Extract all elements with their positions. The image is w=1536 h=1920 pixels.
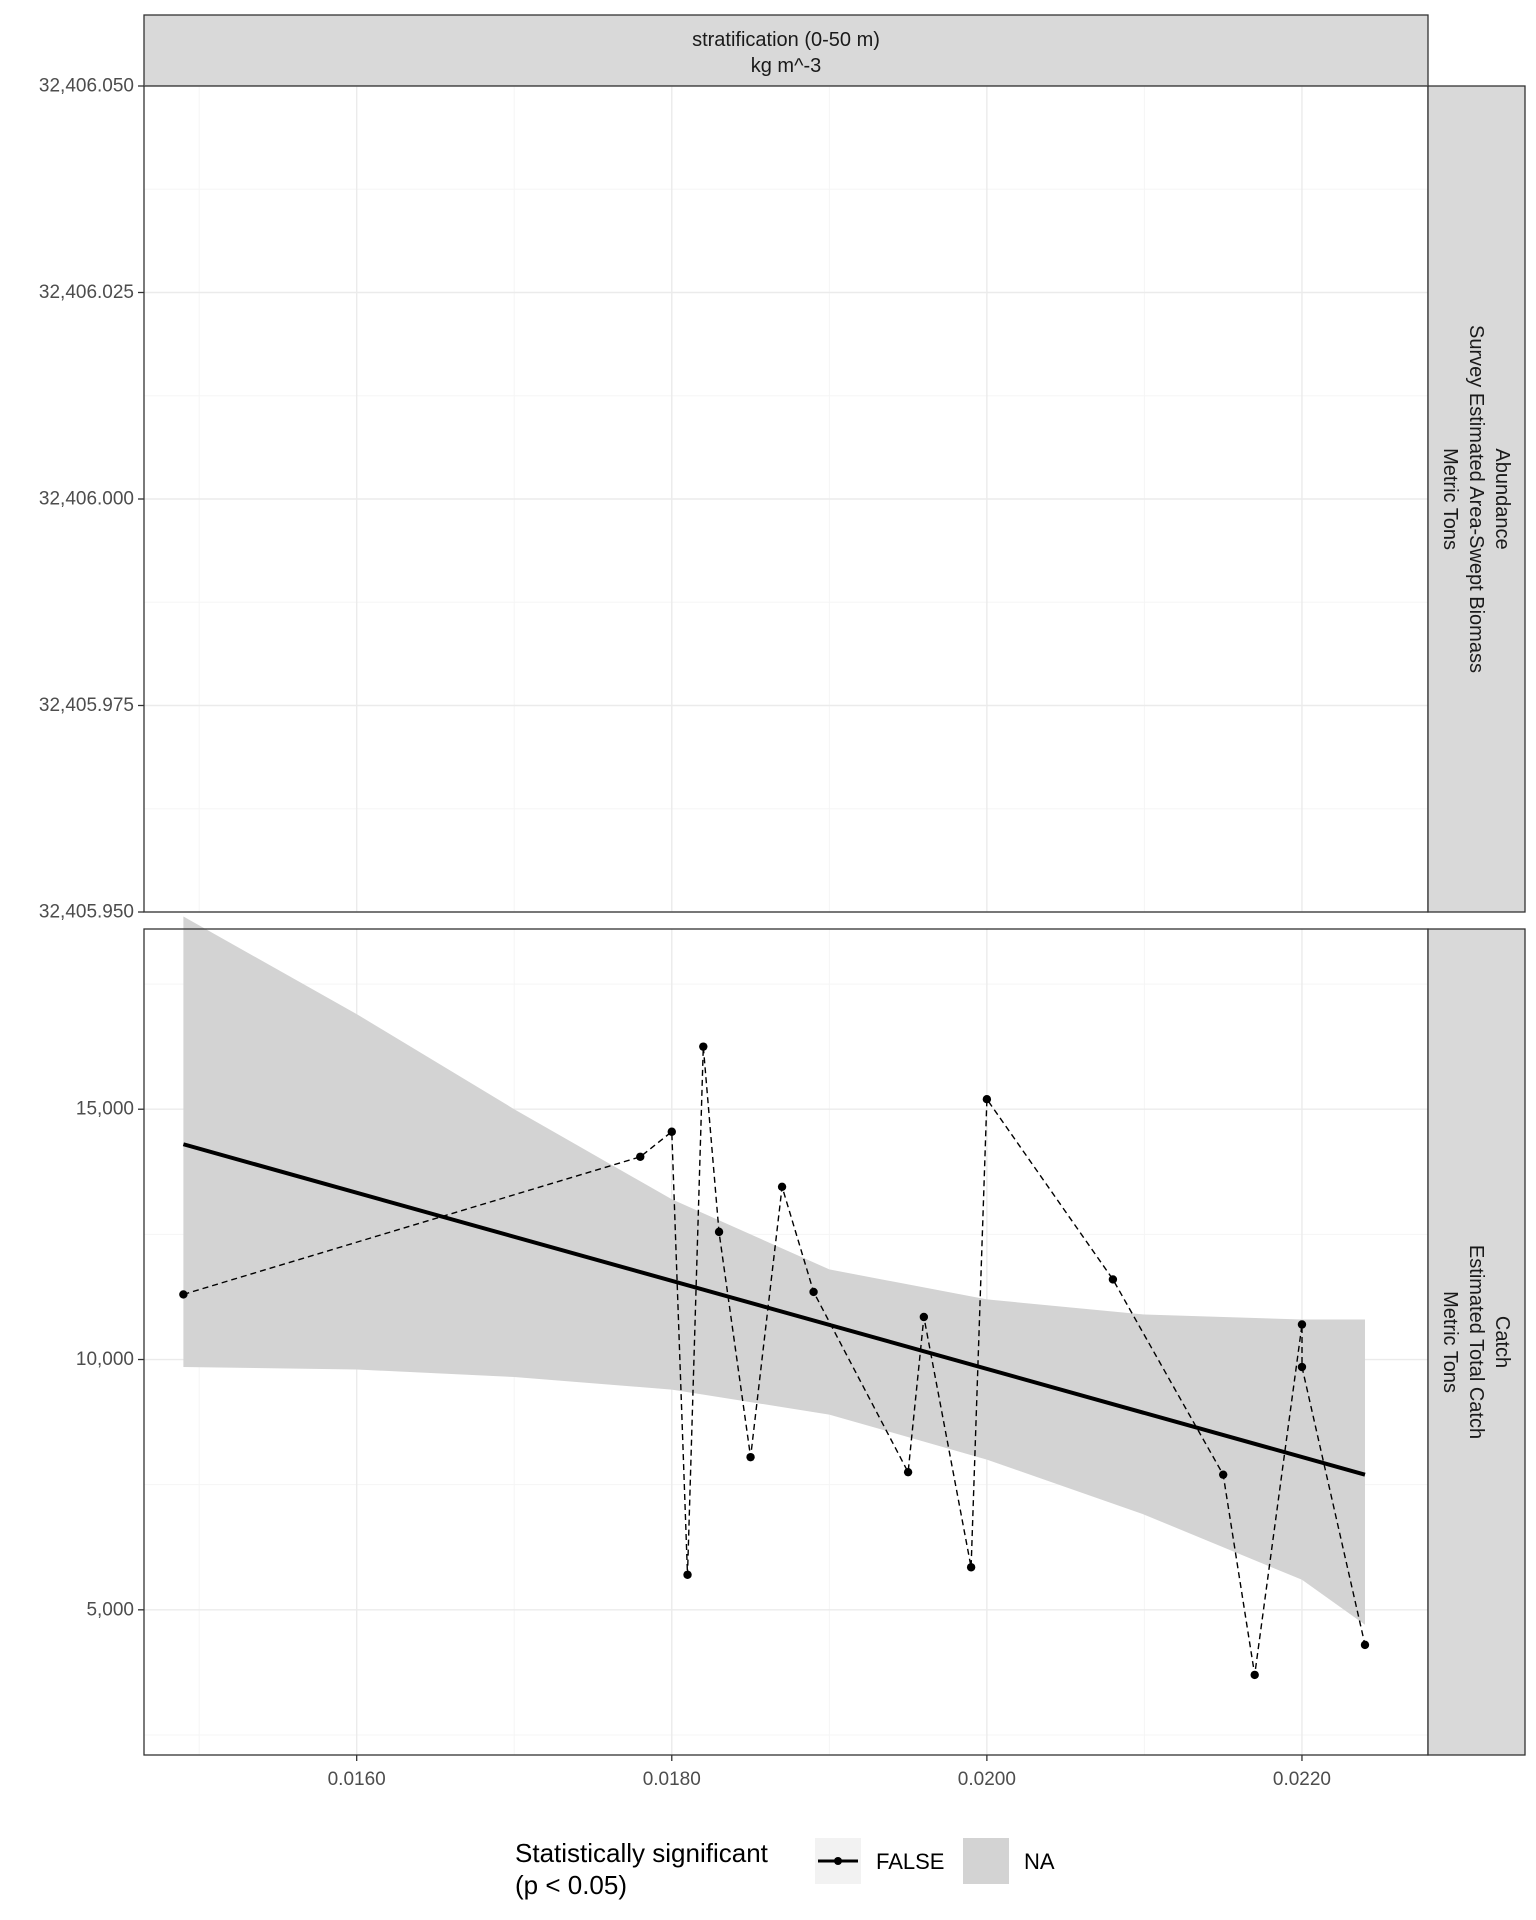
- data-point: [1218, 1470, 1228, 1479]
- column-strip-label-line1: stratification (0-50 m): [692, 29, 880, 51]
- row-strip-catch-line1: Catch: [1491, 1316, 1513, 1368]
- panel-catch: 5,000 10,000 15,000: [76, 916, 1429, 1756]
- x-axis: 0.0160 0.0180 0.0200 0.0220: [328, 1755, 1331, 1790]
- data-point: [1297, 1362, 1307, 1372]
- x-tick-label: 0.0220: [1273, 1769, 1331, 1790]
- row-strip-abundance-line1: Abundance: [1491, 448, 1513, 549]
- panel-abundance-y-axis: 32,405.950 32,405.975 32,406.000 32,406.025…: [39, 76, 144, 923]
- data-point: [966, 1563, 976, 1572]
- data-point: [699, 1042, 708, 1051]
- row-strip-catch-line2: Estimated Total Catch: [1465, 1245, 1487, 1439]
- data-point: [982, 1095, 992, 1104]
- panel-abundance-y-tick-label: 32,406.025: [39, 282, 134, 303]
- row-strip-abundance-line2: Survey Estimated Area-Swept Biomass: [1465, 325, 1487, 673]
- data-point: [919, 1312, 929, 1322]
- data-point: [636, 1152, 645, 1161]
- panel-abundance-grid: [144, 85, 1428, 913]
- legend-key-na-fill: [963, 1838, 1009, 1884]
- data-point: [746, 1452, 755, 1462]
- data-point: [179, 1290, 188, 1299]
- data-point: [667, 1127, 676, 1136]
- row-strip-catch-label: Catch Estimated Total Catch Metric Tons: [1439, 1245, 1513, 1439]
- panel-abundance-y-tick-label: 32,405.950: [39, 902, 134, 923]
- x-tick-label: 0.0180: [643, 1769, 701, 1790]
- row-strip-catch: [1427, 928, 1526, 1756]
- row-strip-catch-line3: Metric Tons: [1439, 1291, 1461, 1393]
- row-strip-abundance-line3: Metric Tons: [1439, 448, 1461, 550]
- data-point: [777, 1182, 787, 1192]
- panel-abundance-y-tick-label: 32,405.975: [39, 695, 134, 716]
- trend-line: [182, 1142, 1366, 1477]
- legend: Statistically significant (p < 0.05) FAL…: [515, 1838, 1055, 1900]
- panel-abundance-y-tick-label: 32,406.000: [39, 489, 134, 510]
- x-tick-label: 0.0160: [328, 1769, 386, 1790]
- confidence-ribbon: [183, 916, 1365, 1625]
- row-strip-abundance: [1427, 85, 1526, 913]
- column-strip: [143, 14, 1429, 87]
- data-point: [1108, 1275, 1118, 1284]
- data-point: [683, 1570, 692, 1579]
- panel-catch-y-tick-label: 5,000: [86, 1599, 134, 1620]
- data-point: [1297, 1320, 1307, 1329]
- column-strip-label-line2: kg m^-3: [751, 55, 822, 77]
- data-point: [1360, 1640, 1370, 1650]
- legend-label-na: NA: [1024, 1849, 1055, 1874]
- legend-key-false-point: [834, 1857, 842, 1865]
- panel-abundance: 32,405.950 32,405.975 32,406.000 32,406.025…: [39, 76, 1429, 923]
- legend-title-line2: (p < 0.05): [515, 1870, 627, 1900]
- panel-catch-marks: [179, 916, 1370, 1680]
- legend-label-false: FALSE: [876, 1849, 944, 1874]
- row-strip-abundance-label: Abundance Survey Estimated Area-Swept Bi…: [1439, 325, 1513, 673]
- panel-catch-y-tick-label: 10,000: [76, 1349, 134, 1370]
- data-point: [903, 1467, 913, 1477]
- x-tick-label: 0.0200: [958, 1769, 1016, 1790]
- legend-title-line1: Statistically significant: [515, 1838, 769, 1868]
- panel-abundance-y-tick-label: 32,406.050: [39, 76, 134, 97]
- data-point: [1250, 1670, 1259, 1680]
- panel-catch-y-tick-label: 15,000: [76, 1099, 134, 1120]
- panel-catch-y-axis: 5,000 10,000 15,000: [76, 1099, 144, 1620]
- data-point: [714, 1227, 724, 1237]
- data-point: [809, 1287, 818, 1297]
